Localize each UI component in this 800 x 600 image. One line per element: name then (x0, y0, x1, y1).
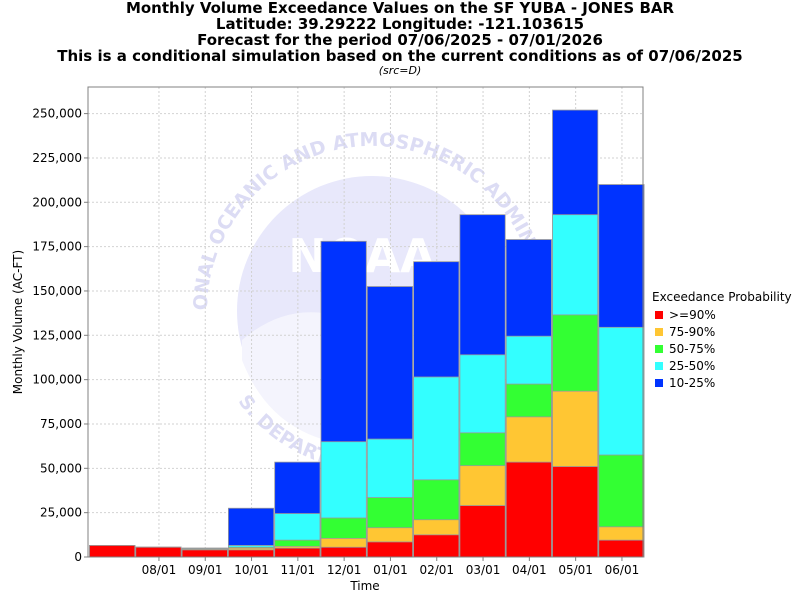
x-tick-label: 09/01 (188, 563, 223, 577)
y-tick-label: 25,000 (40, 506, 82, 520)
legend-item: 75-90% (652, 323, 792, 340)
y-tick-label: 125,000 (32, 328, 82, 342)
y-tick-label: 75,000 (40, 417, 82, 431)
x-tick-label: 04/01 (512, 563, 547, 577)
chart-titles: Monthly Volume Exceedance Values on the … (0, 0, 800, 78)
bar-90-06-01 (598, 539, 645, 558)
chart-title-line4: This is a conditional simulation based o… (57, 47, 743, 65)
y-tick-label: 225,000 (32, 151, 82, 165)
bar-90-01-01 (366, 541, 413, 558)
legend-item: >=90% (652, 306, 792, 323)
legend-label: 25-50% (669, 358, 716, 373)
bar-90-07-01 (89, 545, 136, 558)
x-tick-label: 11/01 (281, 563, 316, 577)
chart-title-line1: Monthly Volume Exceedance Values on the … (125, 0, 675, 17)
bar-90-05-01 (552, 466, 599, 558)
chart-source-note: (src=D) (378, 64, 422, 77)
y-tick-label: 0 (74, 550, 82, 564)
bar-90-04-01 (505, 461, 552, 558)
axes: 0 25,000 50,000 75,000 100,000 125,000 150,000… (32, 86, 644, 577)
bar-90-03-01 (459, 505, 506, 558)
chart-title-line2: Latitude: 39.29222 Longitude: -121.10361… (215, 15, 585, 33)
bar-90-11-01 (274, 547, 321, 558)
legend-label: 75-90% (669, 324, 716, 339)
chart-title-line3: Forecast for the period 07/06/2025 - 07/… (197, 31, 603, 49)
x-tick-label: 05/01 (558, 563, 593, 577)
x-tick-label: 06/01 (605, 563, 640, 577)
x-tick-label: 03/01 (466, 563, 501, 577)
legend-item: 50-75% (652, 340, 792, 357)
legend-label: 10-25% (669, 375, 716, 390)
x-tick-label: 12/01 (327, 563, 362, 577)
x-tick-label: 08/01 (142, 563, 177, 577)
y-tick-label: 250,000 (32, 107, 82, 121)
y-axis-label: Monthly Volume (AC-FT) (11, 250, 25, 394)
y-tick-label: 100,000 (32, 373, 82, 387)
x-axis-label: Time (349, 579, 379, 593)
y-tick-label: 150,000 (32, 284, 82, 298)
legend-label: >=90% (669, 307, 716, 322)
bar-90-10-01 (227, 549, 275, 558)
legend-swatch (655, 378, 663, 387)
bar-90-02-01 (413, 534, 460, 558)
y-tick-label: 50,000 (40, 461, 82, 475)
legend-swatch (655, 327, 663, 336)
legend-item: 25-50% (652, 357, 792, 374)
legend-swatch (655, 361, 663, 370)
x-tick-label: 10/01 (234, 563, 269, 577)
y-tick-label: 175,000 (32, 240, 82, 254)
bar-90-09-01 (181, 549, 228, 558)
legend: Exceedance Probability >=90% 75-90% 50-75%… (652, 289, 792, 391)
legend-swatch (655, 344, 663, 353)
legend-title: Exceedance Probability (652, 290, 792, 304)
plot-border (87, 86, 644, 558)
x-tick-label: 02/01 (419, 563, 454, 577)
bar-90-08-01 (135, 546, 182, 558)
legend-swatch (655, 310, 663, 319)
bar-90-12-01 (320, 546, 367, 558)
legend-label: 50-75% (669, 341, 716, 356)
legend-items: >=90% 75-90% 50-75% 25-50% 10-25% (652, 306, 792, 391)
legend-item: 10-25% (652, 374, 792, 391)
x-tick-label: 01/01 (373, 563, 408, 577)
y-tick-label: 200,000 (32, 195, 82, 209)
